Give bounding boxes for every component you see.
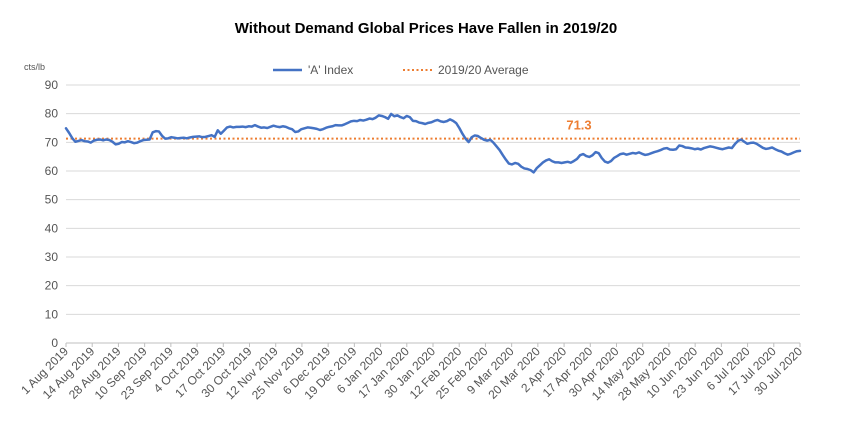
y-tick-label: 0: [51, 336, 58, 350]
legend: 'A' Index 2019/20 Average: [273, 63, 529, 77]
index-series-line: [64, 112, 802, 174]
legend-index-label: 'A' Index: [308, 63, 353, 77]
y-axis-ticks: 0 10 20 30 40 50 60 70 80 90: [45, 78, 59, 350]
legend-average-label: 2019/20 Average: [438, 63, 529, 77]
y-tick-label: 70: [45, 135, 59, 149]
y-tick-label: 40: [45, 221, 59, 235]
y-tick-label: 10: [45, 307, 59, 321]
average-value-label: 71.3: [566, 118, 591, 133]
y-tick-label: 90: [45, 78, 59, 92]
y-tick-label: 30: [45, 250, 59, 264]
y-axis-unit-label: cts/lb: [24, 62, 45, 72]
y-tick-label: 20: [45, 279, 59, 293]
y-tick-label: 50: [45, 193, 59, 207]
chart-title: Without Demand Global Prices Have Fallen…: [235, 20, 618, 37]
gridlines: [66, 84, 800, 315]
y-tick-label: 80: [45, 107, 59, 121]
y-tick-label: 60: [45, 164, 59, 178]
